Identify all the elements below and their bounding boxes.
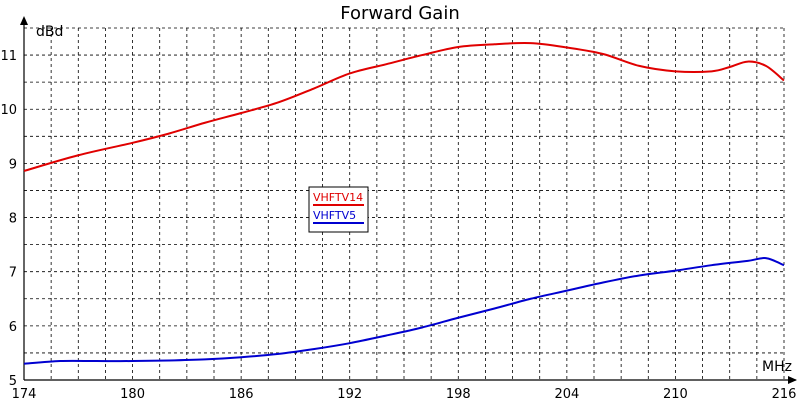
x-tick-label: 192 (337, 387, 362, 400)
series-lines (23, 42, 785, 365)
axes (20, 16, 797, 384)
legend-box (308, 186, 369, 233)
tick-labels: 174 180 186 192 198 204 210 216 5 6 7 8 9 10 11 (0, 49, 796, 400)
series-line-vhftv14 (23, 42, 785, 172)
grid (23, 27, 785, 381)
legend-label: VHFTV5 (313, 209, 356, 222)
legend-label: VHFTV14 (313, 191, 363, 204)
x-tick-label: 210 (663, 387, 688, 400)
x-axis-arrow (788, 376, 797, 384)
legend: VHFTV14 VHFTV5 (308, 186, 369, 233)
y-tick-label: 11 (0, 49, 17, 64)
y-tick-label: 5 (9, 374, 17, 389)
y-tick-label: 9 (9, 157, 17, 172)
x-tick-label: 180 (120, 387, 145, 400)
x-tick-label: 174 (12, 387, 37, 400)
y-tick-label: 8 (9, 212, 17, 227)
x-tick-label: 216 (772, 387, 797, 400)
series-line-vhftv5 (23, 257, 785, 365)
y-axis-label: dBd (36, 24, 63, 40)
y-tick-label: 7 (9, 266, 17, 281)
y-axis-arrow (20, 16, 28, 25)
y-tick-label: 6 (9, 320, 17, 335)
x-tick-label: 198 (446, 387, 471, 400)
chart-title: Forward Gain (340, 3, 460, 24)
y-tick-label: 10 (0, 103, 17, 118)
x-tick-label: 204 (554, 387, 579, 400)
x-tick-label: 186 (229, 387, 254, 400)
x-axis-label: MHz (762, 359, 792, 375)
